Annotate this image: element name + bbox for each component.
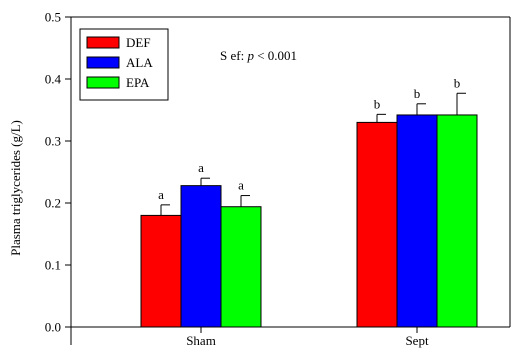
y-tick-label: 0.3 [45,134,61,149]
y-tick-label: 0.2 [45,196,61,211]
legend-label-epa: EPA [126,75,150,90]
significance-letter: a [198,160,204,175]
x-tick-label: Sept [405,333,429,348]
y-tick-label: 0.5 [45,10,61,25]
significance-letter: b [454,75,461,90]
significance-annotation: S ef: p < 0.001 [220,48,297,63]
significance-letter: a [158,187,164,202]
bar-def-sham [140,214,182,328]
y-axis-ticks: 0.0 0.1 0.2 0.3 0.4 0.5 [45,10,71,335]
x-axis-ticks: Sham Sept [186,327,429,348]
error-bars [160,92,466,216]
legend-swatch-epa [86,76,120,89]
y-tick-label: 0.0 [45,320,61,335]
bar-def-sept [356,121,398,328]
legend-swatch-ala [86,56,120,69]
bar-ala-sham [180,185,222,328]
y-tick-label: 0.4 [45,72,62,87]
legend-label-ala: ALA [126,55,153,70]
significance-letters: a a a b b b [158,75,460,202]
annotation-prefix: S ef: [220,48,247,63]
bar-epa-sham [220,206,262,328]
significance-letter: a [238,178,244,193]
legend-label-def: DEF [126,35,151,50]
legend: DEF ALA EPA [79,28,169,101]
legend-swatch-def [86,36,120,49]
annotation-suffix: < 0.001 [254,48,297,63]
annotation-p: p [246,48,254,63]
bar-epa-sept [436,114,478,328]
significance-letter: b [414,86,421,101]
x-tick-label: Sham [186,333,216,348]
y-axis-label: Plasma triglycerides (g/L) [8,120,23,256]
significance-letter: b [374,96,381,111]
bar-ala-sept [396,114,438,328]
bars [140,114,478,328]
y-tick-label: 0.1 [45,258,61,273]
